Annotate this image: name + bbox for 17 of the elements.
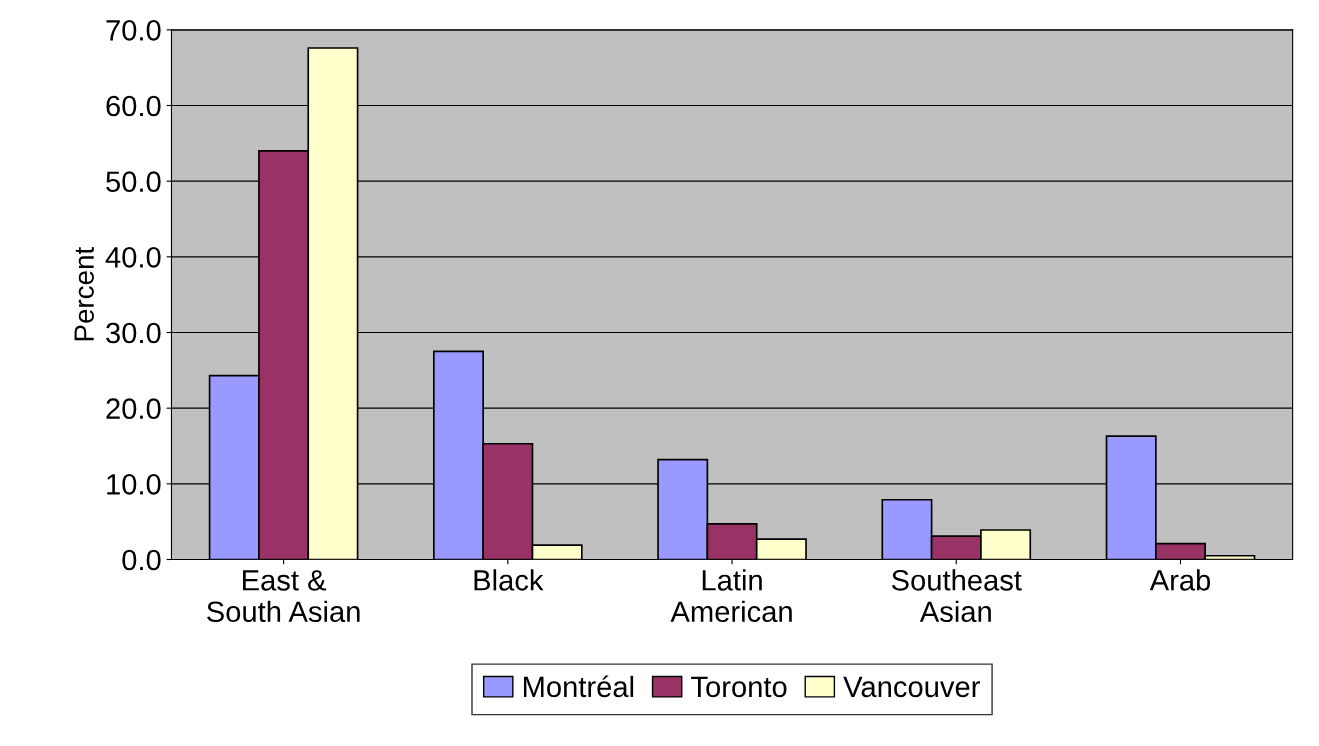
y-tick-label: 0.0 xyxy=(122,549,161,571)
legend-label: Toronto xyxy=(691,676,787,698)
y-axis-title: Percent xyxy=(74,247,94,341)
legend-label: Vancouver xyxy=(843,676,980,698)
x-tick-label: Arab xyxy=(1149,569,1211,591)
y-tick-label: 50.0 xyxy=(106,171,161,193)
x-tick-label: Latin American xyxy=(670,569,792,623)
y-tick-label: 60.0 xyxy=(106,95,161,117)
x-tick-label: Black xyxy=(474,569,544,591)
y-tick-label: 30.0 xyxy=(106,322,161,344)
y-tick-label: 70.0 xyxy=(106,20,161,41)
x-tick-label: Southeast Asian xyxy=(891,569,1022,623)
y-tick-label: 40.0 xyxy=(105,247,161,268)
x-tick-label: East & South Asian xyxy=(207,570,360,623)
y-tick-label: 20.0 xyxy=(106,398,161,420)
y-tick-label: 10.0 xyxy=(107,474,161,495)
legend-label: Montréal xyxy=(523,675,634,698)
